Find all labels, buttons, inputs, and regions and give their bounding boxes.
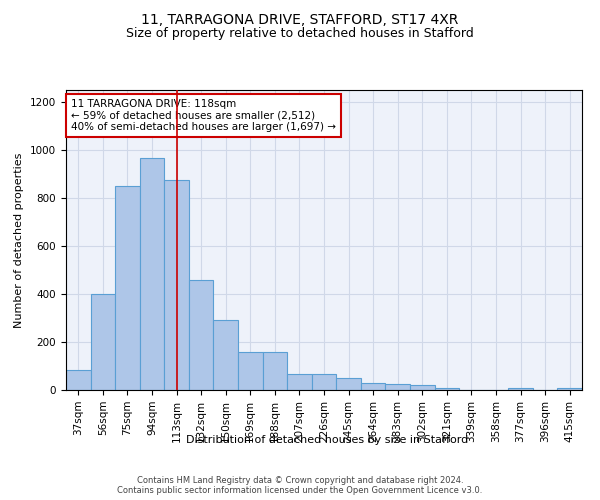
Bar <box>434 388 459 390</box>
Text: Contains HM Land Registry data © Crown copyright and database right 2024.
Contai: Contains HM Land Registry data © Crown c… <box>118 476 482 495</box>
Bar <box>336 378 361 390</box>
Bar <box>263 352 287 390</box>
Bar <box>361 383 385 390</box>
Bar <box>66 370 91 390</box>
Bar <box>238 352 263 390</box>
Bar <box>410 385 434 390</box>
Y-axis label: Number of detached properties: Number of detached properties <box>14 152 25 328</box>
Bar <box>164 180 189 390</box>
Bar <box>287 374 312 390</box>
Bar <box>91 294 115 390</box>
Bar <box>508 388 533 390</box>
Text: Distribution of detached houses by size in Stafford: Distribution of detached houses by size … <box>186 435 468 445</box>
Bar <box>385 384 410 390</box>
Bar <box>312 374 336 390</box>
Bar <box>214 320 238 390</box>
Bar <box>557 388 582 390</box>
Bar <box>189 280 214 390</box>
Text: 11, TARRAGONA DRIVE, STAFFORD, ST17 4XR: 11, TARRAGONA DRIVE, STAFFORD, ST17 4XR <box>142 12 458 26</box>
Text: Size of property relative to detached houses in Stafford: Size of property relative to detached ho… <box>126 28 474 40</box>
Bar <box>115 186 140 390</box>
Text: 11 TARRAGONA DRIVE: 118sqm
← 59% of detached houses are smaller (2,512)
40% of s: 11 TARRAGONA DRIVE: 118sqm ← 59% of deta… <box>71 99 336 132</box>
Bar <box>140 158 164 390</box>
